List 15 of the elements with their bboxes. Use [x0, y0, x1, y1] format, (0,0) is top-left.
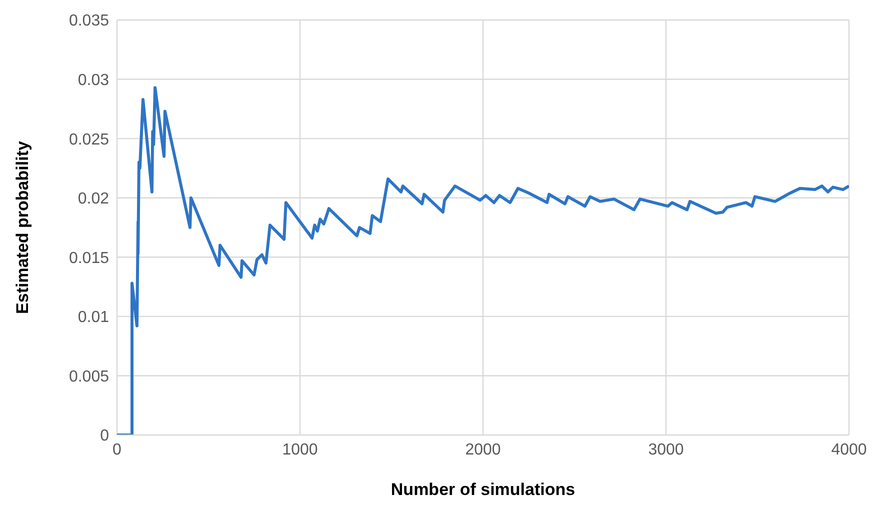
x-tick-label: 4000 [831, 441, 867, 458]
x-tick-label: 1000 [282, 441, 318, 458]
y-tick-label: 0 [100, 428, 110, 445]
y-tick-label: 0.025 [68, 131, 110, 148]
y-tick-label: 0.005 [68, 368, 110, 386]
x-tick-label: 3000 [648, 441, 684, 458]
y-tick-label: 0.01 [78, 309, 110, 326]
y-tick-label: 0.015 [68, 250, 110, 267]
y-tick-label: 0.02 [78, 190, 110, 208]
y-tick-label: 0.035 [68, 12, 110, 30]
x-tick-label: 2000 [465, 441, 501, 458]
y-tick-label: 0.03 [78, 72, 110, 89]
y-axis-title: Estimated probability [13, 140, 32, 314]
x-axis-title: Number of simulations [390, 480, 576, 499]
x-tick-label: 0 [112, 441, 122, 458]
